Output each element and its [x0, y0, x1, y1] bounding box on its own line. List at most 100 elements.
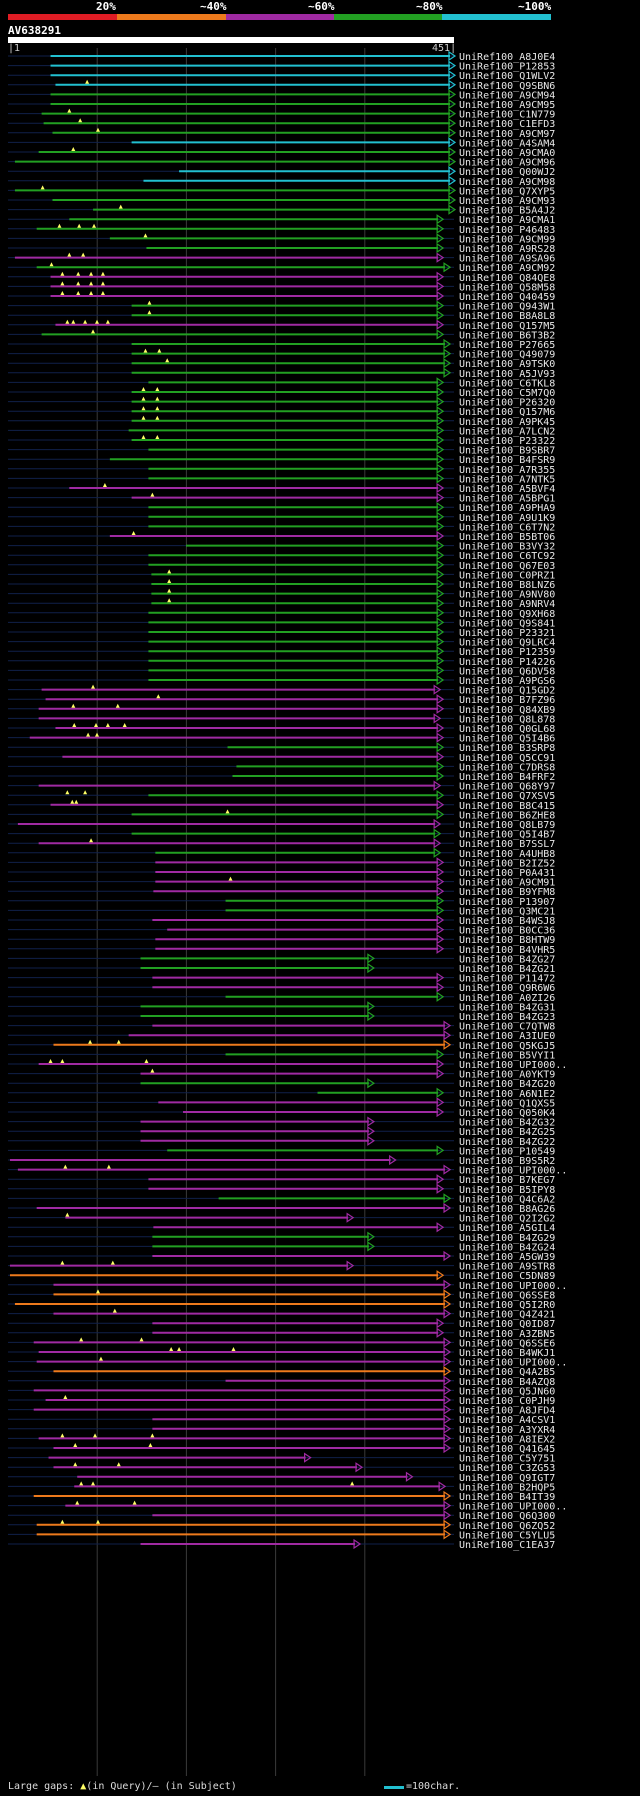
hit-row[interactable]: UniRef100_Q6SSE8: [8, 1289, 555, 1301]
hit-label[interactable]: UniRef100_A9CM92: [459, 263, 555, 274]
hit-row[interactable]: UniRef100_A8J0E4: [8, 50, 555, 63]
hit-row[interactable]: UniRef100_Q5KGJ5: [8, 1039, 555, 1052]
hit-row[interactable]: UniRef100_B9S5R2: [8, 1154, 555, 1167]
hit-label[interactable]: UniRef100_B6ZHE8: [459, 810, 555, 821]
hit-label[interactable]: UniRef100_Q67E03: [459, 561, 555, 572]
hit-row[interactable]: UniRef100_A9CMA1: [8, 214, 555, 226]
hit-label[interactable]: UniRef100_B4ZG24: [459, 1242, 555, 1253]
hit-row[interactable]: UniRef100_C0PRZ1: [8, 569, 555, 581]
hit-row[interactable]: UniRef100_Q68Y97: [8, 780, 555, 793]
hit-label[interactable]: UniRef100_P23321: [459, 628, 555, 639]
hit-label[interactable]: UniRef100_B4ZG20: [459, 1079, 555, 1090]
hit-label[interactable]: UniRef100_Q5KGJ5: [459, 1041, 555, 1052]
hit-label[interactable]: UniRef100_A3YXR4: [459, 1425, 555, 1436]
hit-label[interactable]: UniRef100_C3ZG53: [459, 1463, 555, 1474]
hit-row[interactable]: UniRef100_P10549: [8, 1145, 555, 1157]
hit-row[interactable]: UniRef100_Q4C6A2: [8, 1193, 555, 1205]
hit-label[interactable]: UniRef100_P13907: [459, 897, 555, 908]
hit-row[interactable]: UniRef100_B8AG26: [8, 1202, 555, 1215]
hit-label[interactable]: UniRef100_B4VHR5: [459, 945, 555, 956]
hit-row[interactable]: UniRef100_Q67E03: [8, 559, 555, 572]
hit-row[interactable]: UniRef100_Q4Z421: [8, 1308, 555, 1321]
hit-label[interactable]: UniRef100_C1N779: [459, 110, 555, 121]
hit-label[interactable]: UniRef100_C6TC92: [459, 551, 555, 562]
hit-row[interactable]: UniRef100_P23321: [8, 626, 555, 639]
hit-row[interactable]: UniRef100_C5M7Q0: [8, 386, 555, 399]
hit-row[interactable]: UniRef100_A9CM97: [8, 127, 555, 140]
hit-label[interactable]: UniRef100_Q84QE8: [459, 273, 555, 284]
hit-row[interactable]: UniRef100_A9PGS6: [8, 674, 555, 687]
hit-label[interactable]: UniRef100_A9CM95: [459, 100, 555, 111]
hit-row[interactable]: UniRef100_P0A431: [8, 866, 555, 879]
hit-row[interactable]: UniRef100_Q8LB79: [8, 818, 555, 831]
hit-row[interactable]: UniRef100_A6N1E2: [8, 1087, 555, 1100]
hit-label[interactable]: UniRef100_Q050K4: [459, 1108, 555, 1119]
hit-label[interactable]: UniRef100_P23322: [459, 436, 555, 447]
hit-row[interactable]: UniRef100_A9CM91: [8, 876, 555, 889]
hit-label[interactable]: UniRef100_UPI000..: [459, 1060, 567, 1071]
hit-row[interactable]: UniRef100_Q2I2G2: [8, 1212, 555, 1225]
hit-row[interactable]: UniRef100_A4UHB8: [8, 847, 555, 860]
hit-row[interactable]: UniRef100_B7FZ96: [8, 694, 555, 706]
hit-label[interactable]: UniRef100_B9YFM8: [459, 887, 555, 898]
hit-row[interactable]: UniRef100_A9CM98: [8, 175, 555, 188]
hit-label[interactable]: UniRef100_A9CMA0: [459, 148, 555, 159]
hit-row[interactable]: UniRef100_Q4A2B5: [8, 1366, 555, 1378]
hit-row[interactable]: UniRef100_C5Y751: [8, 1452, 555, 1465]
hit-row[interactable]: UniRef100_Q9IGT7: [8, 1471, 555, 1484]
hit-row[interactable]: UniRef100_P26320: [8, 396, 555, 409]
hit-label[interactable]: UniRef100_Q5JN60: [459, 1386, 555, 1397]
hit-label[interactable]: UniRef100_B4IT39: [459, 1492, 555, 1503]
hit-row[interactable]: UniRef100_A4SAM4: [8, 137, 555, 149]
hit-label[interactable]: UniRef100_A9CM97: [459, 129, 555, 140]
hit-row[interactable]: UniRef100_Q1WLV2: [8, 70, 555, 82]
hit-row[interactable]: UniRef100_B2HQP5: [8, 1481, 555, 1493]
hit-row[interactable]: UniRef100_Q40459: [8, 290, 555, 303]
hit-row[interactable]: UniRef100_A9CM92: [8, 262, 555, 274]
hit-label[interactable]: UniRef100_A5GW39: [459, 1252, 555, 1263]
hit-label[interactable]: UniRef100_B8AG26: [459, 1204, 555, 1215]
hit-label[interactable]: UniRef100_Q8L878: [459, 714, 555, 725]
hit-label[interactable]: UniRef100_Q49079: [459, 350, 555, 361]
hit-label[interactable]: UniRef100_A0ZI26: [459, 993, 555, 1004]
hit-label[interactable]: UniRef100_C0PJH9: [459, 1396, 555, 1407]
hit-row[interactable]: UniRef100_A9TSK0: [8, 358, 555, 370]
hit-row[interactable]: UniRef100_Q15GD2: [8, 684, 555, 697]
hit-label[interactable]: UniRef100_P10549: [459, 1146, 555, 1157]
hit-row[interactable]: UniRef100_A5BPG1: [8, 492, 555, 505]
hit-row[interactable]: UniRef100_Q0ID87: [8, 1318, 555, 1330]
hit-label[interactable]: UniRef100_B6T3B2: [459, 330, 555, 341]
hit-label[interactable]: UniRef100_A3IUE0: [459, 1031, 555, 1042]
hit-label[interactable]: UniRef100_UPI000..: [459, 1358, 567, 1369]
hit-row[interactable]: UniRef100_Q157M6: [8, 406, 555, 418]
hit-row[interactable]: UniRef100_P13907: [8, 895, 555, 908]
hit-label[interactable]: UniRef100_P14226: [459, 657, 555, 668]
hit-label[interactable]: UniRef100_A9PHA9: [459, 503, 555, 514]
hit-row[interactable]: UniRef100_B8C415: [8, 799, 555, 812]
hit-row[interactable]: UniRef100_P11472: [8, 972, 555, 985]
hit-label[interactable]: UniRef100_Q84XB9: [459, 705, 555, 716]
hit-label[interactable]: UniRef100_Q0GL68: [459, 724, 555, 735]
hit-label[interactable]: UniRef100_A9SA96: [459, 254, 555, 265]
hit-row[interactable]: UniRef100_Q84QE8: [8, 271, 555, 284]
hit-label[interactable]: UniRef100_B4ZG21: [459, 964, 555, 975]
hit-label[interactable]: UniRef100_Q4C6A2: [459, 1194, 555, 1205]
hit-row[interactable]: UniRef100_B8LNZ6: [8, 578, 555, 591]
hit-label[interactable]: UniRef100_Q41645: [459, 1444, 555, 1455]
hit-row[interactable]: UniRef100_A7R355: [8, 463, 555, 476]
hit-row[interactable]: UniRef100_P14226: [8, 655, 555, 668]
hit-row[interactable]: UniRef100_B4WSJ8: [8, 914, 555, 927]
hit-row[interactable]: UniRef100_UPI000..: [8, 1279, 567, 1292]
hit-row[interactable]: UniRef100_B6ZHE8: [8, 809, 555, 821]
hit-label[interactable]: UniRef100_B4ZG23: [459, 1012, 555, 1023]
hit-row[interactable]: UniRef100_Q5JN60: [8, 1385, 555, 1397]
hit-label[interactable]: UniRef100_B2IZ52: [459, 858, 555, 869]
hit-row[interactable]: UniRef100_Q58M58: [8, 281, 555, 293]
hit-row[interactable]: UniRef100_A7LCN2: [8, 425, 555, 437]
hit-row[interactable]: UniRef100_C6TKL8: [8, 377, 555, 389]
hit-row[interactable]: UniRef100_A5JV93: [8, 367, 555, 380]
hit-label[interactable]: UniRef100_B9S5R2: [459, 1156, 555, 1167]
hit-label[interactable]: UniRef100_B4ZG27: [459, 954, 555, 965]
hit-label[interactable]: UniRef100_B4ZG29: [459, 1233, 555, 1244]
hit-row[interactable]: UniRef100_A9CM99: [8, 233, 555, 245]
